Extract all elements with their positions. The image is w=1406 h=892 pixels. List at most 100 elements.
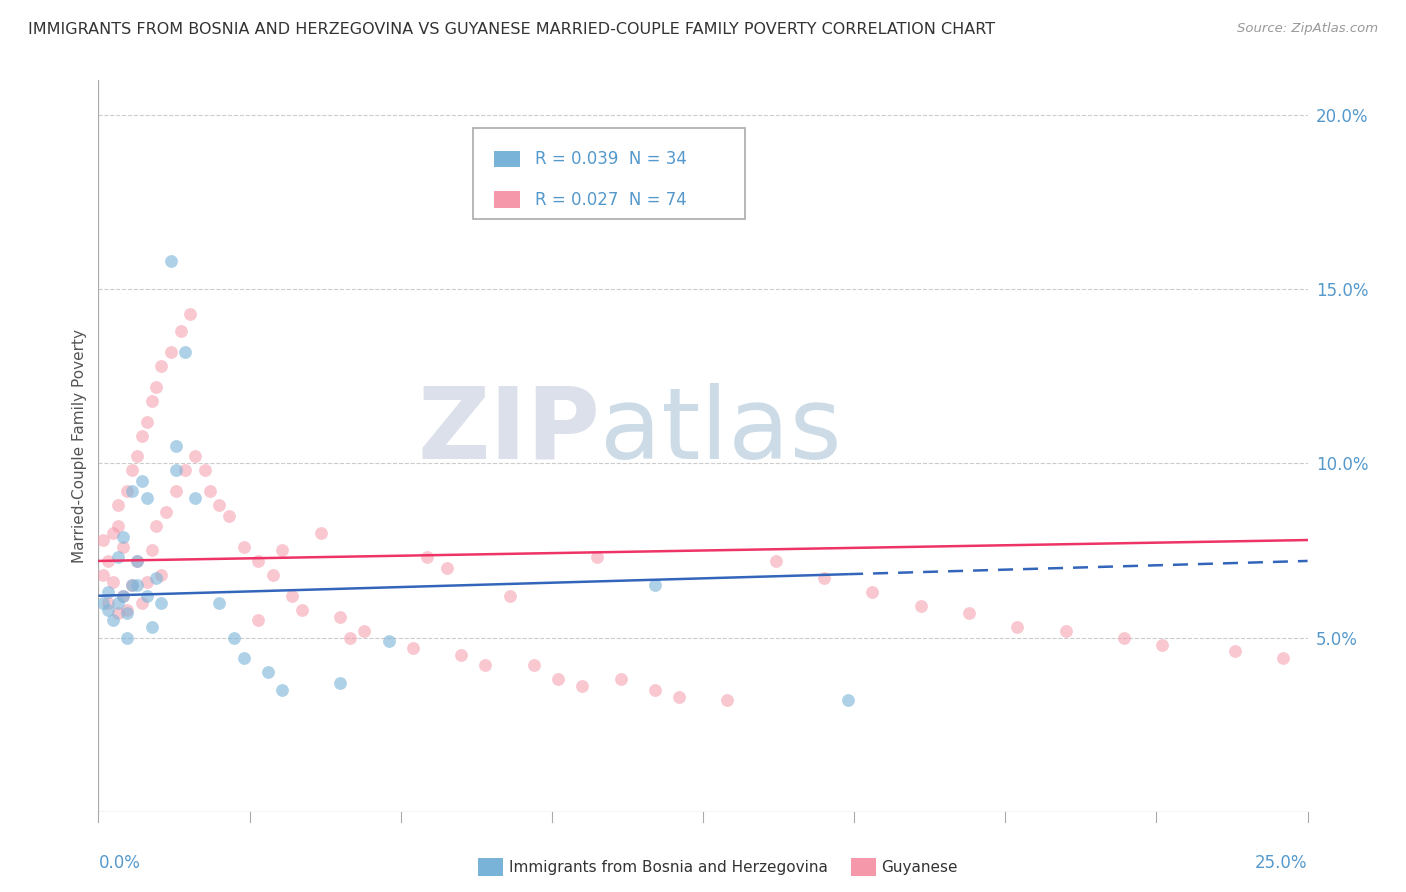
Point (160, 345, 183, 359)
Point (121, 578, 143, 592)
Point (547, 673, 569, 687)
Point (121, 484, 143, 499)
Point (111, 540, 134, 554)
Y-axis label: Married-Couple Family Poverty: Married-Couple Family Poverty (72, 329, 87, 563)
Point (416, 550, 439, 565)
Point (121, 463, 143, 477)
Text: 0.0%: 0.0% (98, 854, 141, 871)
Point (339, 631, 361, 645)
FancyBboxPatch shape (494, 152, 520, 168)
Text: R = 0.039  N = 34: R = 0.039 N = 34 (534, 150, 686, 169)
Point (150, 596, 173, 610)
Text: atlas: atlas (600, 383, 842, 480)
Point (91, 596, 114, 610)
Point (644, 578, 666, 592)
Point (910, 599, 932, 614)
Point (436, 561, 458, 575)
Point (145, 571, 167, 585)
Point (232, 651, 254, 665)
Point (121, 578, 143, 592)
Point (377, 634, 399, 648)
Point (127, 554, 149, 568)
Point (668, 690, 690, 704)
Text: Immigrants from Bosnia and Herzegovina: Immigrants from Bosnia and Herzegovina (509, 860, 828, 874)
Point (222, 631, 245, 645)
Point (127, 578, 149, 592)
Point (101, 526, 124, 541)
Point (165, 439, 187, 453)
Point (184, 450, 207, 464)
Point (135, 589, 157, 603)
Point (169, 324, 191, 338)
Point (107, 550, 129, 565)
FancyBboxPatch shape (494, 192, 520, 208)
Point (194, 463, 217, 477)
Point (1272, 651, 1295, 665)
Point (117, 606, 139, 620)
Point (145, 380, 167, 394)
Point (271, 543, 294, 558)
Point (165, 463, 187, 477)
Point (329, 609, 352, 624)
Point (135, 491, 157, 506)
Point (1054, 624, 1077, 638)
Point (498, 589, 520, 603)
Point (610, 673, 633, 687)
Point (131, 474, 153, 488)
Point (150, 567, 173, 582)
Point (97, 603, 120, 617)
Point (353, 624, 375, 638)
Point (1152, 638, 1174, 652)
Point (131, 596, 153, 610)
Point (716, 693, 738, 707)
Point (329, 676, 352, 690)
Point (571, 679, 593, 693)
Point (174, 345, 197, 359)
Point (585, 550, 607, 565)
Text: R = 0.027  N = 74: R = 0.027 N = 74 (534, 191, 686, 209)
Point (111, 589, 134, 603)
Point (1112, 631, 1135, 645)
Point (91, 567, 114, 582)
Point (165, 484, 187, 499)
Point (290, 603, 312, 617)
Point (131, 428, 153, 442)
Point (111, 530, 134, 544)
Point (813, 571, 835, 585)
Point (101, 574, 124, 589)
Point (765, 554, 787, 568)
Point (1223, 644, 1246, 658)
Point (837, 693, 859, 707)
Point (450, 648, 472, 662)
Point (644, 682, 666, 697)
Point (155, 505, 177, 519)
Point (97, 596, 120, 610)
Text: Guyanese: Guyanese (882, 860, 957, 874)
Text: IMMIGRANTS FROM BOSNIA AND HERZEGOVINA VS GUYANESE MARRIED-COUPLE FAMILY POVERTY: IMMIGRANTS FROM BOSNIA AND HERZEGOVINA V… (28, 22, 995, 37)
Point (208, 498, 231, 512)
Text: 25.0%: 25.0% (1256, 854, 1308, 871)
FancyBboxPatch shape (474, 128, 745, 219)
Point (281, 589, 304, 603)
Point (160, 254, 183, 268)
Point (117, 484, 139, 499)
Point (271, 682, 294, 697)
Text: ZIP: ZIP (418, 383, 600, 480)
Point (111, 589, 134, 603)
Point (91, 533, 114, 547)
Point (247, 613, 270, 627)
Point (232, 540, 254, 554)
Point (1007, 620, 1029, 634)
Point (101, 613, 124, 627)
Point (141, 393, 163, 408)
Point (402, 640, 425, 655)
Point (97, 585, 120, 599)
Point (107, 498, 129, 512)
Point (218, 508, 240, 523)
Point (135, 415, 157, 429)
Point (135, 574, 157, 589)
Point (97, 554, 120, 568)
Point (141, 543, 163, 558)
Text: Source: ZipAtlas.com: Source: ZipAtlas.com (1237, 22, 1378, 36)
Point (256, 665, 278, 680)
